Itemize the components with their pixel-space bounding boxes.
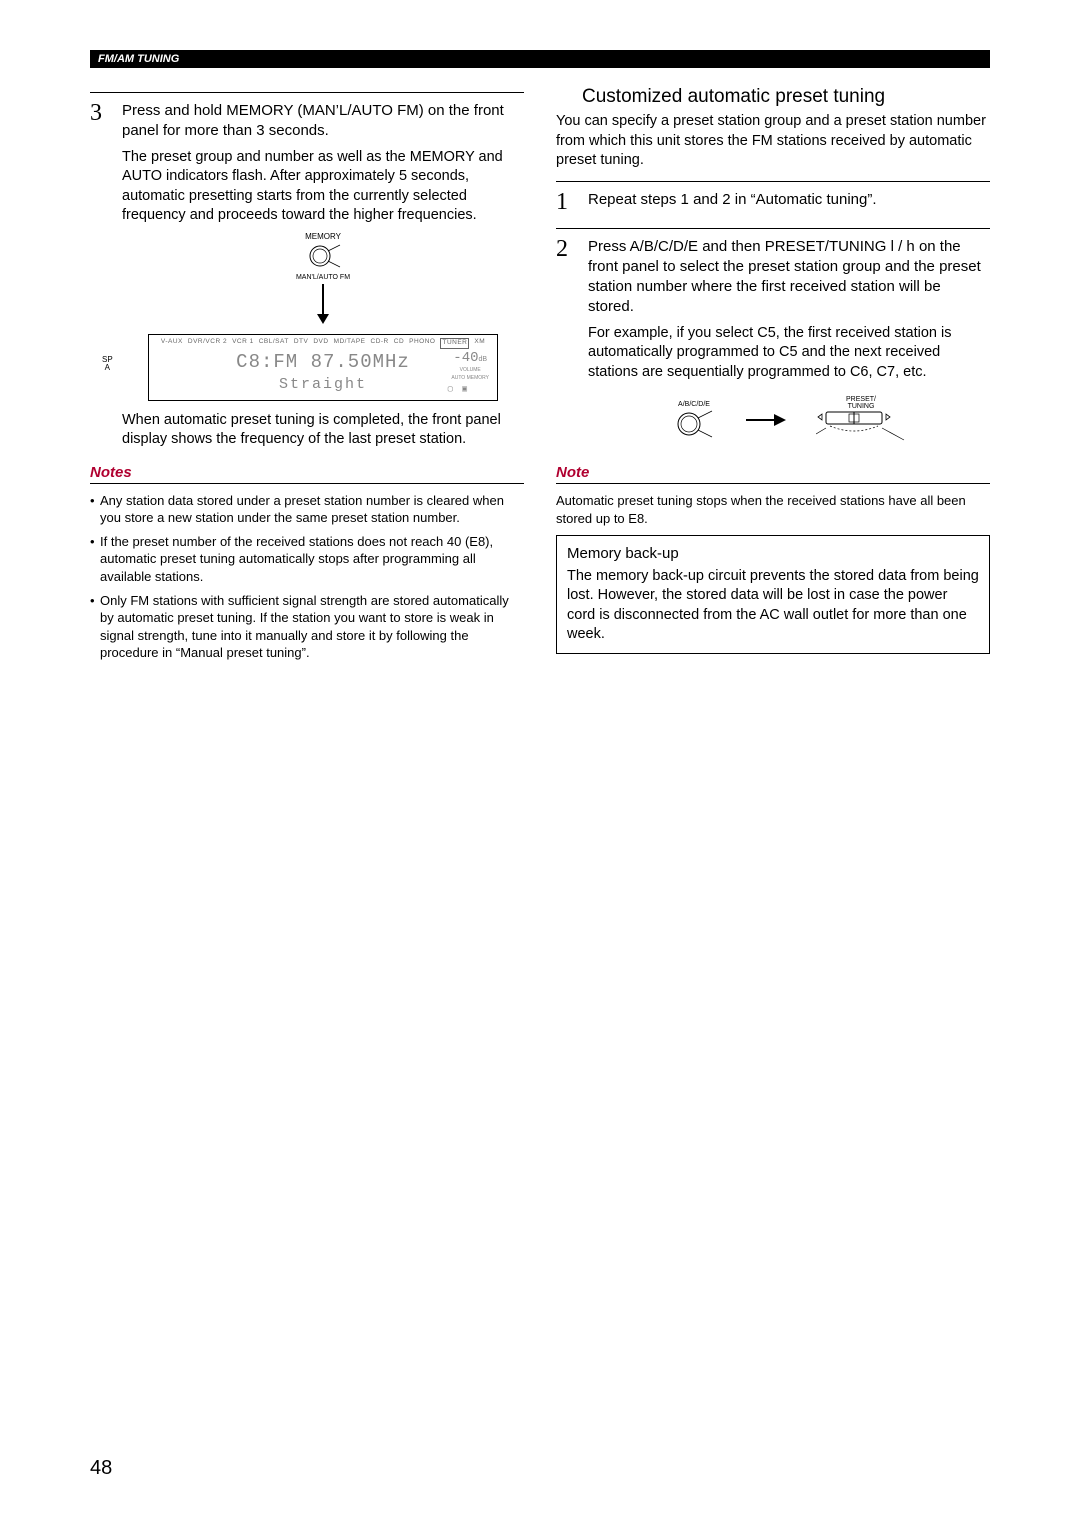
note-item: Any station data stored under a preset s… bbox=[90, 492, 524, 527]
notes-heading: Notes bbox=[90, 464, 524, 484]
right-column: Customized automatic preset tuning You c… bbox=[556, 86, 990, 668]
step-number: 2 bbox=[556, 237, 574, 451]
display-icons: ▢ ▣ bbox=[448, 385, 467, 396]
preset-tuning-button: PRESET/TUNING bbox=[816, 396, 906, 444]
step-body: Press and hold MEMORY (MAN’L/AUTO FM) on… bbox=[122, 101, 524, 450]
buttons-diagram: A/B/C/D/E PRESET/TUNING bbox=[588, 396, 990, 444]
memory-backup-box: Memory back-up The memory back-up circui… bbox=[556, 535, 990, 654]
display-mode: Straight bbox=[155, 375, 491, 395]
note-text: Automatic preset tuning stops when the r… bbox=[556, 492, 990, 527]
step-number: 1 bbox=[556, 190, 574, 214]
memory-sublabel: MAN'L/AUTO FM bbox=[296, 273, 350, 282]
step-2: 2 Press A/B/C/D/E and then PRESET/TUNING… bbox=[556, 237, 990, 451]
front-panel-display: V-AUX DVR/VCR 2 VCR 1 CBL/SAT DTV DVD MD… bbox=[148, 334, 498, 401]
note-heading: Note bbox=[556, 464, 990, 484]
notes-list: Any station data stored under a preset s… bbox=[90, 492, 524, 662]
memory-button-diagram: MEMORY MAN'L/AUTO FM bbox=[122, 232, 524, 324]
down-arrow-icon bbox=[315, 282, 331, 324]
rocker-icon bbox=[816, 410, 906, 444]
step-1: 1 Repeat steps 1 and 2 in “Automatic tun… bbox=[556, 190, 990, 214]
sp-label: SPA bbox=[102, 356, 113, 372]
memory-label: MEMORY bbox=[305, 232, 341, 243]
arrow-icon bbox=[746, 412, 786, 428]
step-sub: The preset group and number as well as t… bbox=[122, 148, 524, 226]
section-intro: You can specify a preset station group a… bbox=[556, 112, 990, 171]
knob-icon bbox=[303, 243, 343, 273]
content-columns: 3 Press and hold MEMORY (MAN’L/AUTO FM) … bbox=[90, 86, 990, 668]
section-header: FM/AM TUNING bbox=[90, 50, 990, 68]
step-3: 3 Press and hold MEMORY (MAN’L/AUTO FM) … bbox=[90, 101, 524, 450]
step-main: Press A/B/C/D/E and then PRESET/TUNING l… bbox=[588, 238, 981, 316]
step-body: Press A/B/C/D/E and then PRESET/TUNING l… bbox=[588, 237, 990, 451]
step-number: 3 bbox=[90, 101, 108, 450]
step-sub: For example, if you select C5, the first… bbox=[588, 324, 990, 383]
display-caption: When automatic preset tuning is complete… bbox=[122, 411, 524, 450]
note-item: Only FM stations with sufficient signal … bbox=[90, 592, 524, 662]
volume-indicator: -40dB VOLUME AUTO MEMORY bbox=[451, 349, 489, 381]
abcde-knob: A/B/C/D/E bbox=[672, 401, 716, 440]
note-item: If the preset number of the received sta… bbox=[90, 533, 524, 586]
step-main: Press and hold MEMORY (MAN’L/AUTO FM) on… bbox=[122, 102, 504, 139]
page-number: 48 bbox=[90, 1457, 112, 1480]
box-title: Memory back-up bbox=[567, 544, 979, 564]
section-title: Customized automatic preset tuning bbox=[556, 86, 990, 108]
step-body: Repeat steps 1 and 2 in “Automatic tunin… bbox=[588, 190, 990, 214]
knob-icon bbox=[672, 408, 716, 440]
left-column: 3 Press and hold MEMORY (MAN’L/AUTO FM) … bbox=[90, 86, 524, 668]
box-body: The memory back-up circuit prevents the … bbox=[567, 567, 979, 645]
display-frequency: C8:FM 87.50MHz bbox=[155, 350, 491, 376]
input-row: V-AUX DVR/VCR 2 VCR 1 CBL/SAT DTV DVD MD… bbox=[155, 338, 491, 349]
